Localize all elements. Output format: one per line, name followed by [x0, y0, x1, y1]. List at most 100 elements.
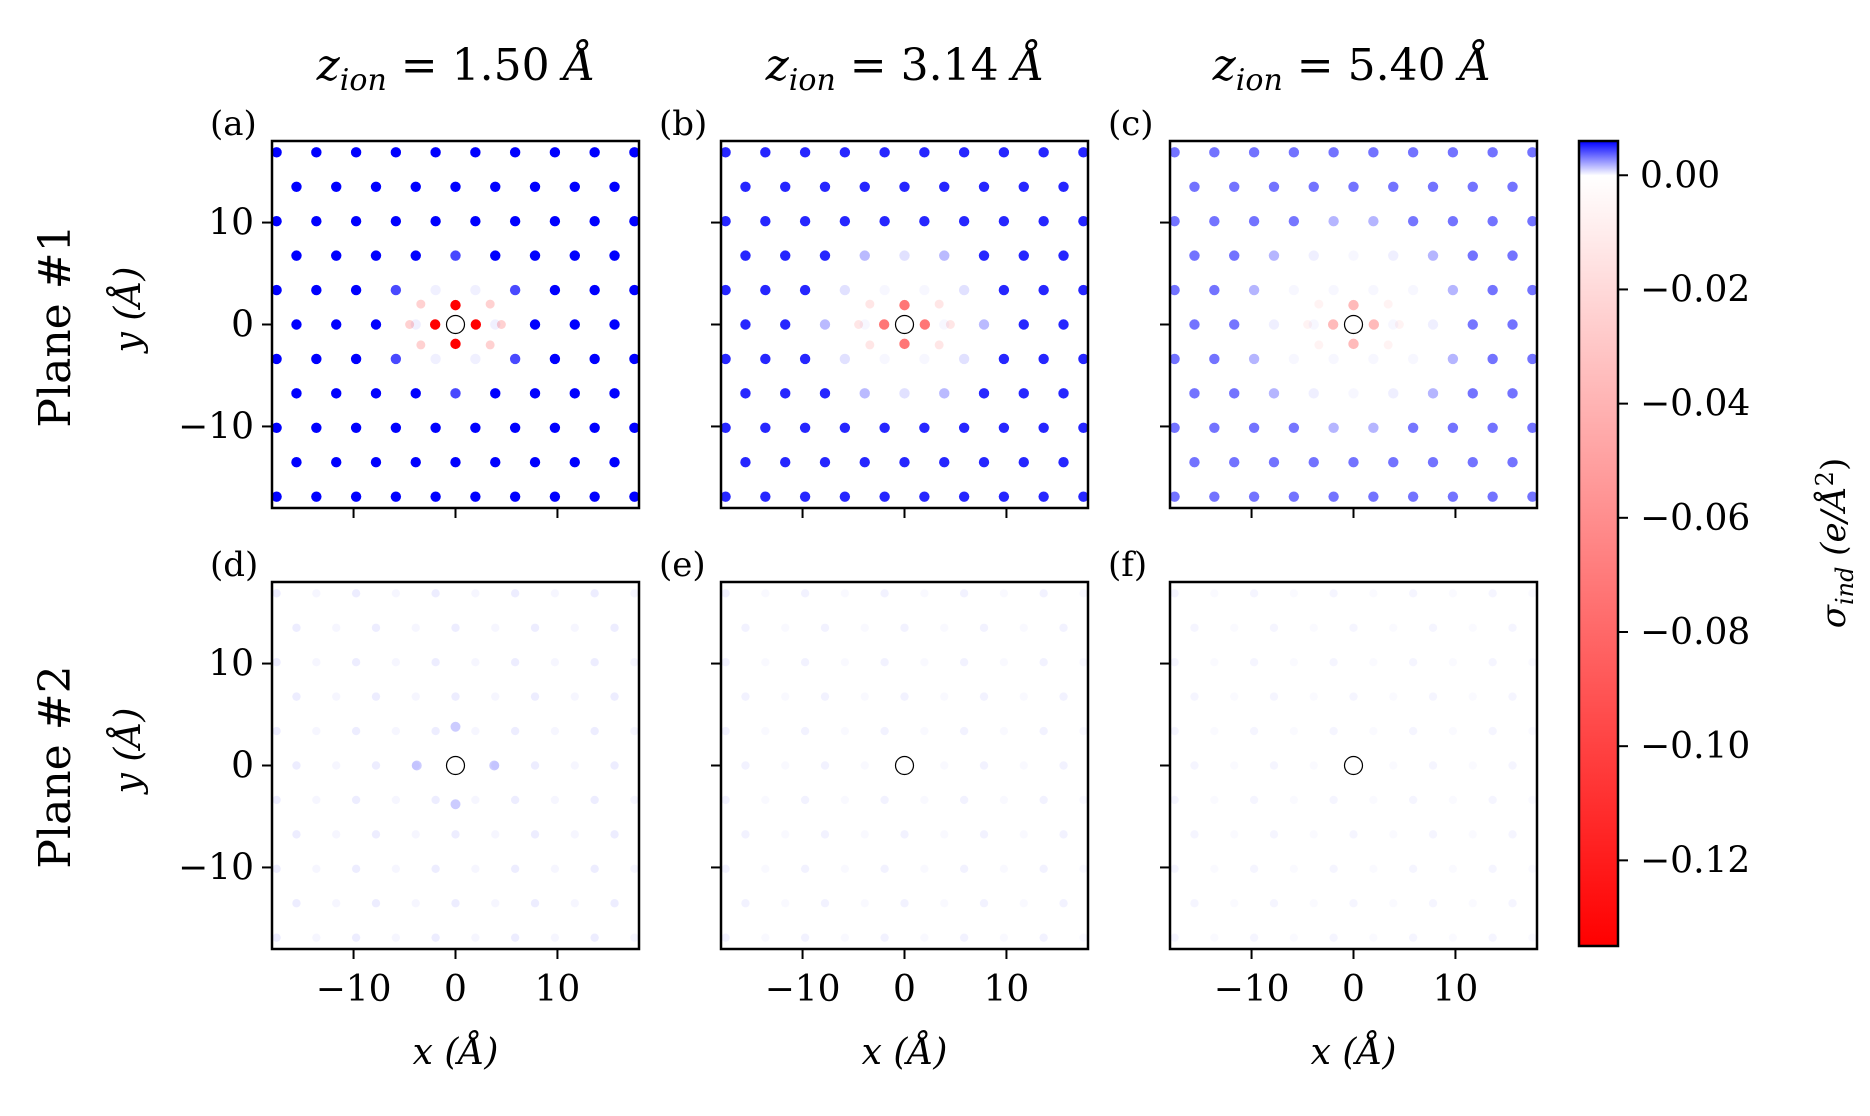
- lattice-dot: [1369, 658, 1377, 666]
- lattice-dot: [1230, 899, 1238, 907]
- lattice-dot: [1249, 589, 1259, 598]
- lattice-dot: [549, 284, 561, 296]
- lattice-dot: [1428, 761, 1438, 770]
- lattice-dot: [649, 319, 659, 329]
- lattice-dot: [702, 830, 710, 838]
- lattice-dot: [629, 284, 639, 296]
- lattice-dot: [1020, 624, 1028, 632]
- lattice-dot: [1348, 457, 1359, 468]
- lattice-dot: [431, 933, 440, 942]
- lattice-dot: [390, 216, 402, 227]
- lattice-dot: [412, 624, 420, 632]
- lattice-dot: [978, 319, 990, 330]
- lattice-dot: [761, 796, 769, 804]
- lattice-dot: [819, 388, 831, 399]
- lattice-dot: [1487, 491, 1498, 502]
- lattice-dot: [880, 726, 889, 736]
- lattice-dot: [1000, 865, 1008, 873]
- lattice-dot: [1488, 864, 1497, 873]
- lattice-dot: [351, 795, 361, 805]
- lattice-dot: [1249, 726, 1259, 736]
- lattice-dot: [1527, 216, 1537, 227]
- lattice-dot: [1427, 388, 1439, 399]
- lattice-dot: [1548, 692, 1556, 700]
- lattice-dot: [1150, 250, 1160, 260]
- lattice-dot: [1290, 589, 1298, 597]
- column-title-3: zion = 5.40 Å: [1212, 38, 1492, 98]
- induced-charge-dot: [919, 319, 931, 330]
- lattice-dot: [1348, 181, 1359, 192]
- lattice-dot: [1408, 726, 1418, 736]
- colorbar-label: σind (e/Å2): [1811, 458, 1859, 628]
- lattice-dot: [721, 658, 730, 667]
- lattice-dot: [1099, 899, 1107, 907]
- lattice-dot: [412, 899, 420, 907]
- lattice-dot: [940, 692, 948, 700]
- panel-label: (c): [1108, 104, 1154, 144]
- lattice-dot: [1427, 457, 1439, 468]
- lattice-dot: [998, 491, 1010, 502]
- lattice-dot: [311, 422, 322, 433]
- lattice-dot: [589, 353, 600, 365]
- lattice-dot: [959, 658, 969, 667]
- lattice-dot: [1310, 761, 1318, 769]
- lattice-dot: [1190, 692, 1199, 701]
- lattice-dot: [880, 658, 889, 667]
- panel-d: −10 0 10 −10 0 10 (d) x (Å) y (Å): [107, 545, 641, 1073]
- lattice-dot: [1268, 319, 1280, 330]
- lattice-dot: [1547, 457, 1557, 467]
- lattice-dot: [839, 353, 851, 365]
- induced-charge-dot: [1348, 299, 1359, 311]
- lattice-dot: [1020, 899, 1028, 907]
- lattice-dot: [471, 727, 479, 735]
- induced-charge-dot: [429, 319, 441, 330]
- lattice-dot: [590, 933, 599, 942]
- lattice-dot: [272, 422, 282, 433]
- lattice-dot: [490, 250, 501, 261]
- lattice-dot: [1507, 388, 1518, 399]
- lattice-dot: [551, 865, 559, 873]
- lattice-dot: [780, 388, 791, 399]
- lattice-dot: [1328, 216, 1339, 227]
- lattice-dot: [1079, 658, 1087, 666]
- lattice-dot: [609, 388, 620, 399]
- lattice-dot: [1288, 422, 1300, 433]
- lattice-dot: [1170, 422, 1180, 433]
- lattice-dot: [978, 457, 990, 468]
- lattice-dot: [998, 284, 1010, 296]
- lattice-dot: [371, 692, 381, 701]
- lattice-dot: [609, 319, 620, 330]
- lattice-dot: [1058, 250, 1069, 261]
- lattice-dot: [549, 216, 561, 227]
- lattice-dot: [311, 147, 322, 158]
- lattice-dot: [390, 422, 402, 433]
- lattice-dots: [1150, 147, 1557, 502]
- lattice-dot: [939, 250, 950, 261]
- lattice-dot: [1368, 422, 1379, 433]
- lattice-dot: [312, 865, 320, 873]
- lattice-dot: [649, 182, 659, 192]
- lattice-dot: [1508, 830, 1517, 839]
- lattice-dot: [1488, 795, 1497, 805]
- lattice-dot: [1528, 865, 1536, 873]
- lattice-dot: [430, 422, 441, 433]
- lattice-dot: [741, 899, 750, 908]
- lattice-dot: [1249, 933, 1259, 942]
- lattice-dot: [1170, 726, 1179, 736]
- lattice-dot: [761, 933, 769, 941]
- lattice-dot: [1150, 182, 1160, 192]
- lattice-dot: [1507, 457, 1518, 468]
- lattice-dot: [958, 491, 970, 502]
- lattice-dot: [291, 388, 302, 399]
- induced-charge-dot: [1314, 340, 1324, 350]
- lattice-dot: [312, 796, 320, 804]
- lattice-dot: [471, 933, 479, 941]
- lattice-dot: [451, 830, 460, 839]
- lattice-dot: [272, 589, 281, 598]
- lattice-dot: [760, 422, 771, 433]
- lattice-dot: [1020, 692, 1028, 700]
- lattice-dot: [1151, 624, 1159, 632]
- lattice-dot: [721, 726, 730, 736]
- lattice-dot: [1098, 388, 1108, 398]
- lattice-dot: [510, 795, 520, 805]
